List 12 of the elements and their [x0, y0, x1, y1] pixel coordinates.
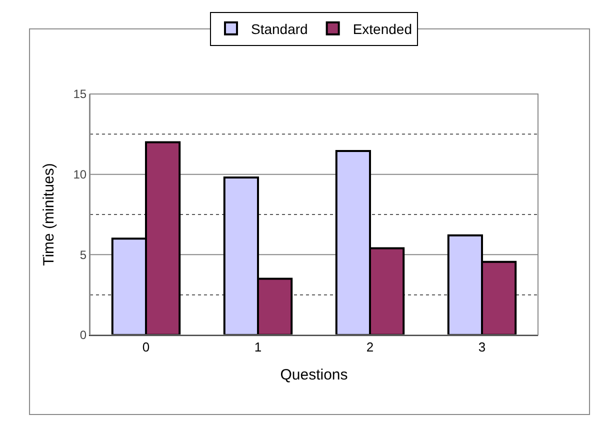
y-axis-title: Time (minitues) [40, 163, 58, 266]
x-tick-label: 2 [366, 340, 374, 355]
x-tick-label: 0 [142, 340, 150, 355]
x-axis-title: Questions [280, 366, 348, 384]
x-tick-label: 3 [478, 340, 486, 355]
y-tick-label: 5 [80, 248, 87, 262]
y-tick-label: 10 [73, 168, 87, 182]
legend-label: Standard [251, 20, 308, 37]
y-tick-label: 0 [80, 328, 87, 342]
y-tick-label: 15 [73, 87, 87, 102]
x-tick-label: 1 [254, 340, 262, 355]
legend-label: Extended [352, 20, 412, 37]
